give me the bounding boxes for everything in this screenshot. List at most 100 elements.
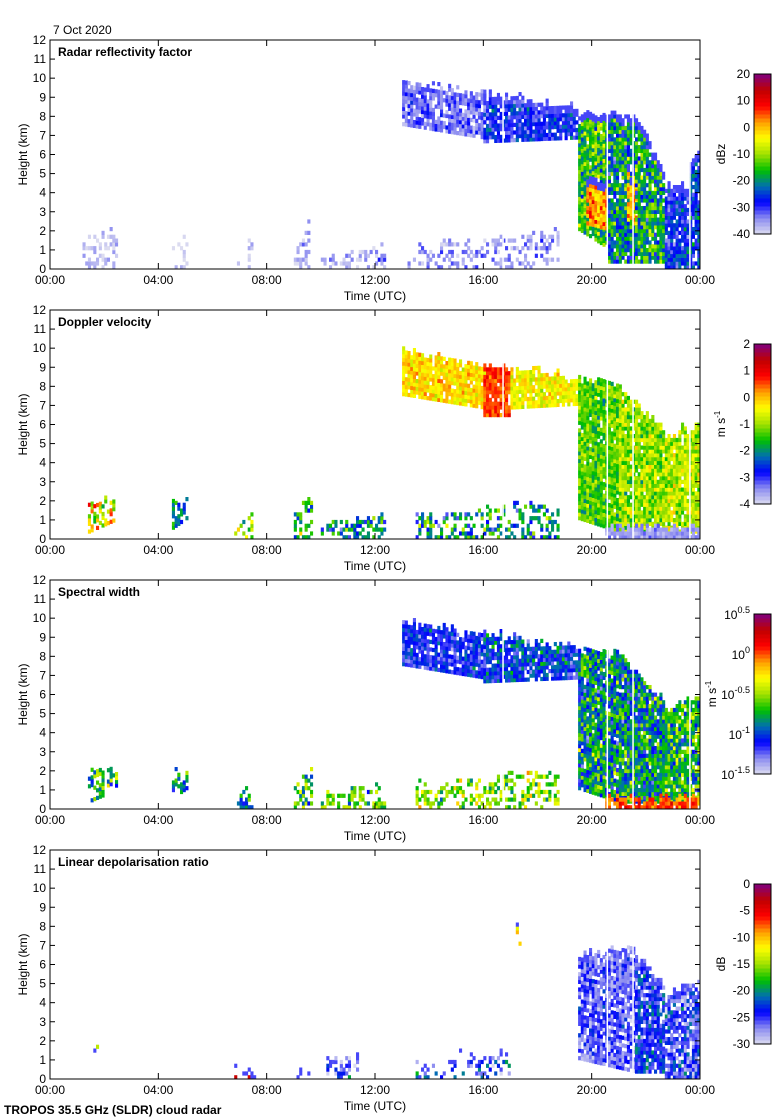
- heatmap-cell: [651, 464, 655, 469]
- heatmap-cell: [453, 392, 457, 398]
- heatmap-cell: [475, 265, 479, 270]
- heatmap-cell: [453, 512, 457, 517]
- heatmap-cell: [410, 370, 414, 375]
- heatmap-cell: [667, 246, 671, 251]
- heatmap-cell: [515, 130, 519, 135]
- heatmap-cell: [472, 126, 476, 131]
- heatmap-cell: [431, 374, 435, 379]
- heatmap-cell: [586, 228, 590, 233]
- heatmap-cell: [515, 126, 519, 131]
- heatmap-cell: [488, 405, 492, 410]
- heatmap-cell: [331, 257, 335, 262]
- heatmap-cell: [683, 468, 687, 473]
- heatmap-cell: [448, 365, 452, 370]
- heatmap-cell: [545, 384, 549, 389]
- heatmap-cell: [618, 453, 622, 458]
- heatmap-cell: [689, 249, 693, 255]
- heatmap-cell: [597, 151, 601, 156]
- heatmap-cell: [575, 120, 579, 125]
- heatmap-cell: [645, 460, 649, 465]
- heatmap-cell: [540, 238, 544, 243]
- heatmap-cell: [586, 415, 590, 420]
- heatmap-cell: [507, 374, 511, 380]
- heatmap-cell: [659, 209, 663, 214]
- heatmap-cell: [301, 535, 305, 540]
- heatmap-cell: [358, 253, 362, 258]
- heatmap-cell: [545, 132, 549, 138]
- heatmap-cell: [635, 118, 639, 123]
- heatmap-cell: [431, 107, 435, 113]
- heatmap-cell: [586, 431, 590, 436]
- heatmap-cell: [494, 401, 498, 406]
- heatmap-cell: [380, 242, 384, 247]
- heatmap-cell: [586, 198, 590, 203]
- heatmap-cell: [672, 196, 676, 201]
- heatmap-cell: [643, 456, 647, 462]
- heatmap-cell: [599, 172, 603, 177]
- heatmap-cell: [635, 468, 639, 473]
- heatmap-cell: [624, 248, 628, 253]
- heatmap-cell: [580, 402, 584, 407]
- heatmap-cell: [115, 238, 119, 243]
- heatmap-cell: [437, 394, 441, 399]
- heatmap-cell: [429, 392, 433, 397]
- heatmap-cell: [678, 498, 682, 504]
- heatmap-cell: [670, 249, 674, 255]
- heatmap-cell: [469, 395, 473, 400]
- heatmap-cell: [299, 242, 303, 247]
- heatmap-cell: [575, 386, 579, 391]
- heatmap-cell: [610, 145, 614, 150]
- heatmap-cell: [616, 148, 620, 153]
- heatmap-cell: [621, 464, 625, 469]
- heatmap-cell: [545, 523, 549, 528]
- heatmap-cell: [472, 110, 476, 115]
- heatmap-cell: [637, 456, 641, 462]
- heatmap-cell: [383, 257, 387, 262]
- heatmap-cell: [561, 117, 565, 122]
- heatmap-cell: [621, 125, 625, 131]
- heatmap-cell: [610, 477, 614, 482]
- heatmap-cell: [459, 382, 463, 387]
- heatmap-cell: [683, 460, 687, 465]
- heatmap-cell: [694, 464, 698, 469]
- heatmap-cell: [464, 402, 468, 407]
- heatmap-cell: [540, 125, 544, 130]
- heatmap-cell: [578, 428, 582, 433]
- heatmap-cell: [691, 510, 695, 515]
- heatmap-cell: [594, 410, 598, 415]
- heatmap-cell: [637, 531, 641, 536]
- heatmap-cell: [366, 253, 370, 258]
- heatmap-cell: [618, 399, 622, 404]
- heatmap-cell: [180, 508, 184, 513]
- heatmap-cell: [529, 106, 533, 111]
- heatmap-cell: [678, 230, 682, 235]
- heatmap-cell: [602, 482, 606, 487]
- heatmap-cell: [616, 531, 620, 536]
- heatmap-cell: [532, 508, 536, 513]
- heatmap-cell: [572, 116, 576, 121]
- heatmap-cell: [171, 510, 175, 515]
- heatmap-cell: [683, 265, 687, 270]
- heatmap-cell: [453, 96, 457, 101]
- heatmap-cell: [548, 106, 552, 111]
- heatmap-cell: [513, 103, 517, 108]
- heatmap-cell: [431, 123, 435, 128]
- heatmap-cell: [553, 113, 557, 118]
- heatmap-cell: [450, 126, 454, 131]
- heatmap-cell: [456, 104, 460, 109]
- heatmap-cell: [586, 400, 590, 405]
- heatmap-cell: [691, 192, 695, 197]
- heatmap-cell: [553, 372, 557, 377]
- heatmap-cell: [624, 141, 628, 146]
- heatmap-cell: [599, 179, 603, 184]
- heatmap-cell: [607, 449, 611, 454]
- heatmap-cell: [589, 226, 593, 231]
- heatmap-cell: [664, 437, 668, 443]
- colorbar-segment: [754, 82, 771, 87]
- heatmap-cell: [686, 445, 690, 450]
- heatmap-cell: [450, 242, 454, 247]
- heatmap-cell: [621, 156, 625, 161]
- heatmap-cell: [683, 453, 687, 458]
- heatmap-cell: [635, 152, 639, 157]
- heatmap-cell: [542, 121, 546, 126]
